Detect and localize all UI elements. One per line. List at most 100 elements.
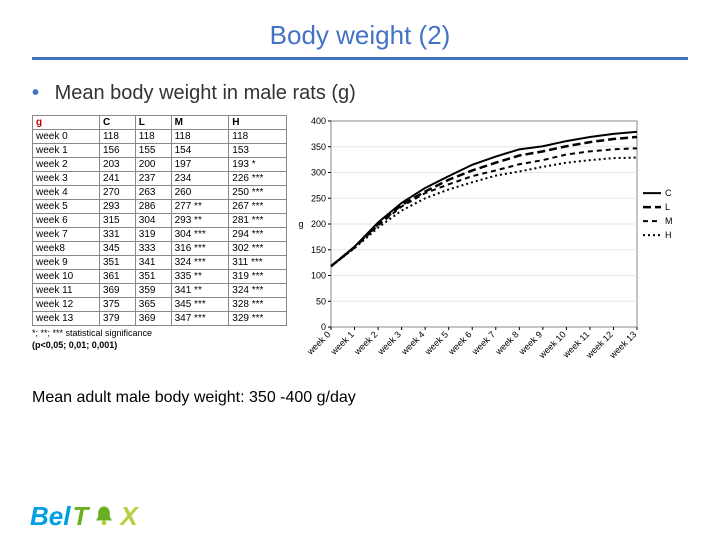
svg-text:g: g — [298, 219, 303, 229]
logo-part-3: X — [120, 501, 137, 532]
table-header: C — [99, 116, 135, 130]
svg-text:250: 250 — [311, 193, 326, 203]
table-cell: 316 *** — [171, 242, 229, 256]
svg-text:week 2: week 2 — [352, 329, 380, 357]
table-cell: 328 *** — [229, 298, 287, 312]
table-cell: 241 — [99, 172, 135, 186]
table-cell: 155 — [135, 144, 171, 158]
table-cell: week 2 — [33, 158, 100, 172]
table-cell: 319 — [135, 228, 171, 242]
table-row: week 1156155154153 — [33, 144, 287, 158]
table-cell: 293 — [99, 200, 135, 214]
table-header: M — [171, 116, 229, 130]
logo-part-2: T — [72, 501, 88, 532]
svg-text:H: H — [665, 230, 672, 240]
table-cell: 250 *** — [229, 186, 287, 200]
table-cell: week 11 — [33, 284, 100, 298]
svg-text:week 4: week 4 — [399, 329, 427, 357]
table-row: week 9351341324 ***311 *** — [33, 256, 287, 270]
logo-part-1: Bel — [30, 501, 70, 532]
table-cell: 341 ** — [171, 284, 229, 298]
table-row: week 3241237234226 *** — [33, 172, 287, 186]
table-cell: 359 — [135, 284, 171, 298]
table-cell: 267 *** — [229, 200, 287, 214]
table-cell: 153 — [229, 144, 287, 158]
svg-text:week 6: week 6 — [446, 329, 474, 357]
table-cell: 193 * — [229, 158, 287, 172]
table-row: week8345333316 ***302 *** — [33, 242, 287, 256]
table-cell: 351 — [135, 270, 171, 284]
table-cell: 118 — [171, 130, 229, 144]
table-cell: 293 ** — [171, 214, 229, 228]
svg-text:week 5: week 5 — [422, 329, 450, 357]
table-cell: 333 — [135, 242, 171, 256]
svg-text:week 7: week 7 — [469, 329, 497, 357]
table-cell: 234 — [171, 172, 229, 186]
content-row: gCLMH week 0118118118118week 11561551541… — [32, 115, 688, 375]
title-rule — [32, 57, 688, 60]
table-cell: 324 *** — [171, 256, 229, 270]
bullet-text: Mean body weight in male rats (g) — [55, 82, 356, 104]
table-cell: 365 — [135, 298, 171, 312]
table-cell: week 3 — [33, 172, 100, 186]
table-row: week 6315304293 **281 *** — [33, 214, 287, 228]
table-cell: week 5 — [33, 200, 100, 214]
table-cell: 304 *** — [171, 228, 229, 242]
table-cell: 379 — [99, 312, 135, 326]
table-cell: 345 — [99, 242, 135, 256]
table-cell: 319 *** — [229, 270, 287, 284]
table-cell: week 4 — [33, 186, 100, 200]
table-cell: week 10 — [33, 270, 100, 284]
table-row: week 5293286277 **267 *** — [33, 200, 287, 214]
table-cell: 302 *** — [229, 242, 287, 256]
table-cell: 118 — [135, 130, 171, 144]
table-cell: 156 — [99, 144, 135, 158]
svg-text:week 1: week 1 — [328, 329, 356, 357]
table-cell: 294 *** — [229, 228, 287, 242]
svg-text:350: 350 — [311, 142, 326, 152]
table-cell: 351 — [99, 256, 135, 270]
table-cell: 200 — [135, 158, 171, 172]
table-header: H — [229, 116, 287, 130]
bell-icon — [90, 503, 118, 531]
logo: Bel T X — [30, 501, 138, 532]
table-cell: 118 — [229, 130, 287, 144]
svg-text:200: 200 — [311, 219, 326, 229]
table-cell: week 12 — [33, 298, 100, 312]
table-header: g — [33, 116, 100, 130]
table-cell: week 13 — [33, 312, 100, 326]
table-header: L — [135, 116, 171, 130]
table-cell: 263 — [135, 186, 171, 200]
table-row: week 13379369347 ***329 *** — [33, 312, 287, 326]
table-cell: 286 — [135, 200, 171, 214]
data-table: gCLMH week 0118118118118week 11561551541… — [32, 115, 287, 326]
data-table-wrap: gCLMH week 0118118118118week 11561551541… — [32, 115, 287, 375]
table-cell: week 7 — [33, 228, 100, 242]
svg-text:C: C — [665, 188, 672, 198]
table-row: week 7331319304 ***294 *** — [33, 228, 287, 242]
table-cell: 347 *** — [171, 312, 229, 326]
table-cell: 203 — [99, 158, 135, 172]
table-cell: 260 — [171, 186, 229, 200]
table-cell: 118 — [99, 130, 135, 144]
table-cell: 335 ** — [171, 270, 229, 284]
svg-text:week 0: week 0 — [304, 329, 332, 357]
svg-text:week 3: week 3 — [375, 329, 403, 357]
table-cell: week 6 — [33, 214, 100, 228]
bullet-row: • Mean body weight in male rats (g) — [32, 82, 688, 105]
svg-text:150: 150 — [311, 245, 326, 255]
table-cell: 324 *** — [229, 284, 287, 298]
table-row: week 10361351335 **319 *** — [33, 270, 287, 284]
table-cell: 369 — [135, 312, 171, 326]
slide: Body weight (2) • Mean body weight in ma… — [0, 0, 720, 540]
svg-text:week 8: week 8 — [493, 329, 521, 357]
svg-text:L: L — [665, 202, 670, 212]
table-cell: 197 — [171, 158, 229, 172]
line-chart: 050100150200250300350400gweek 0week 1wee… — [293, 115, 683, 375]
table-cell: 237 — [135, 172, 171, 186]
table-cell: 277 ** — [171, 200, 229, 214]
table-cell: week 9 — [33, 256, 100, 270]
bullet-dot: • — [32, 82, 39, 104]
table-cell: 154 — [171, 144, 229, 158]
svg-text:M: M — [665, 216, 673, 226]
